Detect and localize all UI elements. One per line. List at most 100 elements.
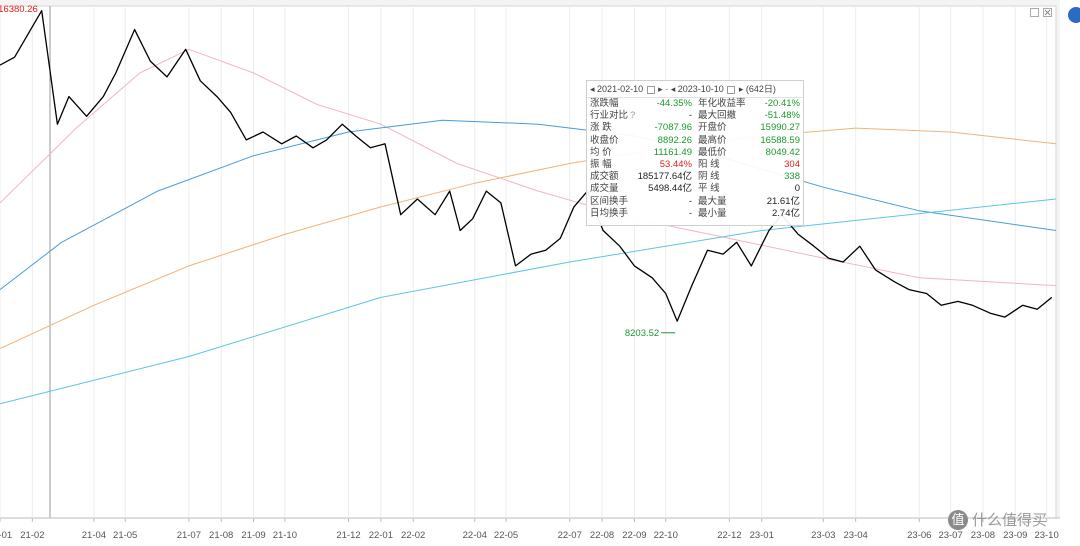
day-count: (642日) [745,84,776,94]
x-tick-label: 22-02 [401,530,425,541]
x-tick-label: 22-07 [558,530,582,541]
stats-label: 行业对比 [590,110,629,122]
moving-average-line [0,48,1057,287]
stats-date-range: ◂ 2021-02-10 ▸ - ◂ 2023-10-10 ▸ (642日) [587,81,803,98]
moving-average-line [0,127,1057,350]
watermark: 值 什么值得买 [948,509,1047,530]
close-icon[interactable] [1043,8,1052,17]
stats-body: 涨跌幅 -44.35% 年化收益率 -20.41% 行业对比? - 最大回撤 -51.48% 涨… [587,98,803,220]
stats-value: -20.41% [764,98,800,109]
x-tick-label: 21-05 [113,530,137,541]
stats-row: 日均换手 - 最小量 2.74亿 [587,208,803,220]
min-value-label: 8203.52 [625,328,659,339]
stats-label: 阴 线 [698,171,720,183]
stats-cell: 涨 跌 -7087.96 [587,122,695,134]
stats-row: 均 价 11161.49 最低价 8049.42 [587,147,803,159]
stats-cell: 成交量 5498.44亿 [587,183,695,195]
x-tick-label: 23-04 [843,530,867,541]
stats-label: 涨 跌 [590,122,612,134]
stats-value: 16588.59 [760,134,800,146]
stats-value: 338 [784,171,800,183]
x-tick-label: 23-03 [811,530,835,541]
next-end-icon[interactable]: ▸ [738,84,744,94]
calendar-icon[interactable] [646,85,655,94]
stats-value: -44.35% [656,98,692,109]
prev-start-icon[interactable]: ◂ [590,84,595,94]
stats-value: - [688,207,692,219]
x-tick-label: 23-08 [971,530,995,541]
x-tick-label: 23-10 [1034,530,1058,541]
stats-row: 区间换手 - 最大量 21.61亿 [587,196,803,208]
x-tick-label: 21-12 [336,530,360,541]
stats-cell: 阳 线 304 [695,159,803,171]
stats-row: 成交额 185177.64亿阴 线 338 [587,171,803,183]
stats-value: -7087.96 [654,122,692,134]
stats-label: 最高价 [698,134,727,146]
next-start-icon[interactable]: ▸ [658,84,663,94]
stats-label: 振 幅 [590,158,612,170]
prev-end-icon[interactable]: ◂ [670,84,676,94]
stats-label: 区间换手 [590,195,629,207]
watermark-badge: 值 [948,509,968,530]
stats-cell: 最高价 16588.59 [695,135,803,147]
stats-cell: 年化收益率 -20.41% [695,98,803,110]
stats-value: 8892.26 [657,134,692,146]
end-date[interactable]: 2023-10-10 [677,84,724,94]
plot-area [0,5,1057,519]
range-separator: - [665,84,669,94]
stats-label: 涨跌幅 [590,98,619,109]
moving-average-line [0,198,1057,405]
stats-row: 成交量 5498.44亿平 线 0 [587,183,803,195]
x-tick-label: 23-09 [1003,530,1027,541]
stats-cell: 收盘价 8892.26 [587,135,695,147]
index-price-line [0,10,1053,322]
stats-label: 最小量 [698,207,727,219]
stats-cell: 区间换手 - [587,196,695,208]
stats-cell: 开盘价 15990.27 [695,122,803,134]
stats-label: 成交额 [590,171,619,183]
stats-label: 年化收益率 [698,98,746,109]
stats-value: 0 [794,183,800,195]
x-tick-label: 22-05 [494,530,518,541]
stats-cell: 最低价 8049.42 [695,147,803,159]
start-date[interactable]: 2021-02-10 [597,84,644,94]
stats-label: 最大量 [698,195,727,207]
x-tick-label: 21-08 [209,530,233,541]
stats-cell: 最大回撤 -51.48% [695,110,803,122]
x-tick-label: 21-04 [82,530,106,541]
x-tick-label: 22-09 [622,530,646,541]
stats-cell: 日均换手 - [587,208,695,220]
stats-cell: 均 价 11161.49 [587,147,695,159]
stats-label: 成交量 [590,183,619,195]
stats-value: 8049.42 [765,146,800,158]
series-layer [0,10,1057,405]
stats-label: 收盘价 [590,134,619,146]
x-tick-label: 23-07 [938,530,962,541]
stats-label: 最低价 [698,146,727,158]
stats-value: 15990.27 [760,122,800,134]
app-logo-icon [1068,7,1080,23]
x-tick-label: 23-06 [907,530,931,541]
calendar-icon[interactable] [727,85,736,94]
annotations: 16380.26 8203.52 [0,4,676,339]
stats-label: 平 线 [698,183,720,195]
x-tick-label: 22-10 [654,530,678,541]
stats-value: - [688,110,692,122]
stats-value: - [688,195,692,207]
stats-row: 振 幅 53.44% 阳 线 304 [587,159,803,171]
x-tick-label: 21-10 [273,530,297,541]
x-tick-label: 21-02 [20,530,44,541]
interval-stats-panel: ◂ 2021-02-10 ▸ - ◂ 2023-10-10 ▸ (642日) 涨… [586,80,804,226]
stats-label: 均 价 [590,146,612,158]
x-tick-label: 22-01 [369,530,393,541]
stats-value: 5498.44亿 [648,183,692,195]
help-icon[interactable]: ? [630,110,636,122]
restore-icon[interactable] [1030,8,1039,17]
stats-label: 日均换手 [590,207,629,219]
stats-row: 收盘价 8892.26 最高价 16588.59 [587,135,803,147]
stats-cell: 成交额 185177.64亿 [587,171,695,183]
x-tick-label: 21-01 [0,530,12,541]
stats-cell: 行业对比? - [587,110,695,122]
